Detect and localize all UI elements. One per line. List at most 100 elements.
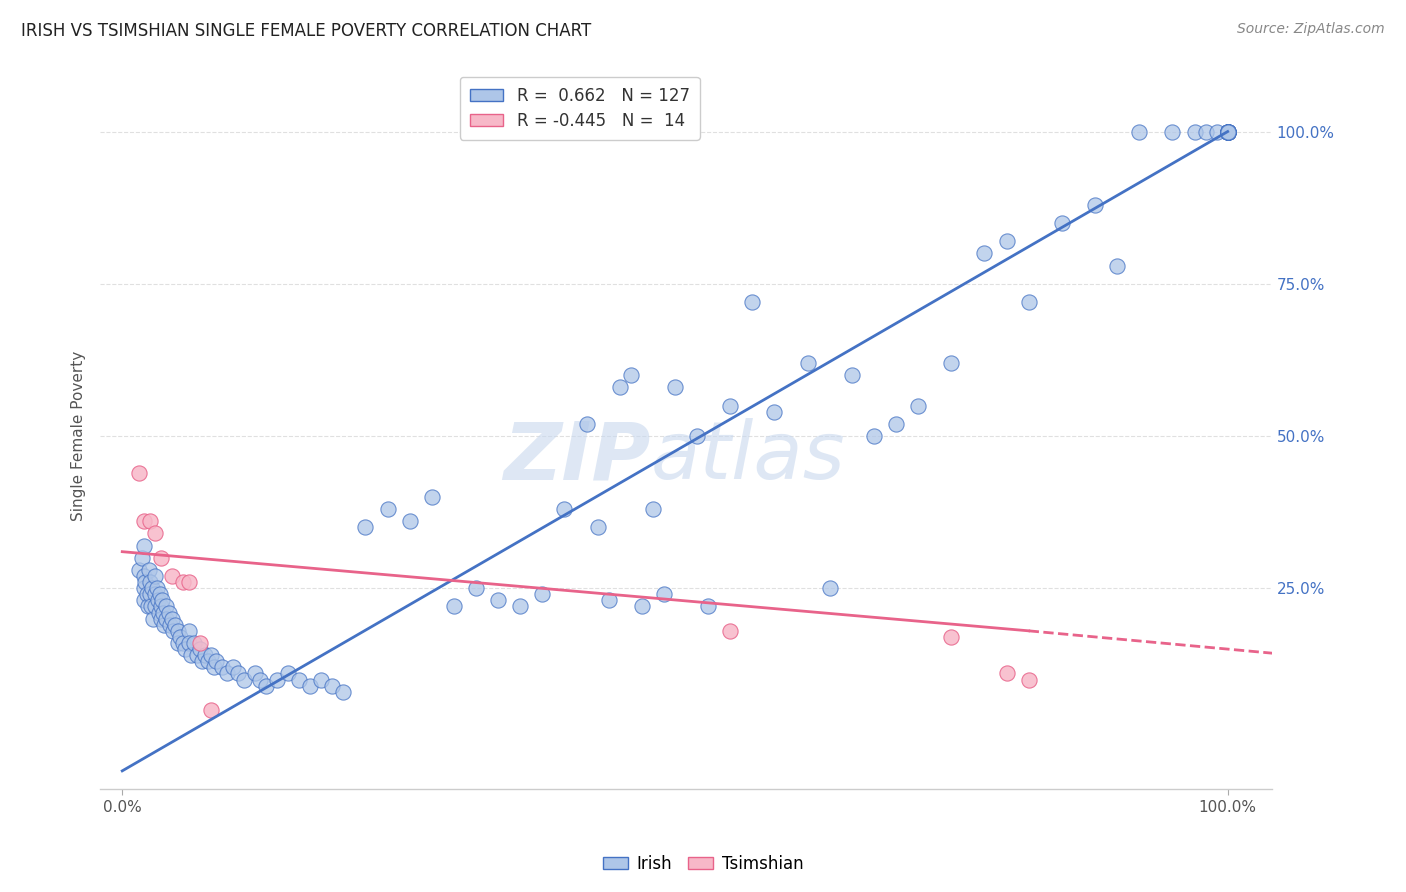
Point bbox=[1216, 124, 1239, 138]
Point bbox=[995, 666, 1018, 681]
Point bbox=[884, 417, 907, 431]
Point bbox=[172, 575, 194, 590]
Point bbox=[1216, 124, 1239, 138]
Point bbox=[177, 636, 200, 650]
Point bbox=[149, 599, 172, 614]
Point bbox=[309, 673, 332, 687]
Legend: Irish, Tsimshian: Irish, Tsimshian bbox=[596, 848, 810, 880]
Point bbox=[145, 581, 167, 595]
Point bbox=[205, 654, 228, 668]
Point bbox=[188, 636, 211, 650]
Point bbox=[135, 587, 157, 601]
Point bbox=[134, 593, 156, 607]
Point bbox=[141, 581, 163, 595]
Point bbox=[630, 599, 652, 614]
Text: atlas: atlas bbox=[651, 418, 845, 496]
Text: IRISH VS TSIMSHIAN SINGLE FEMALE POVERTY CORRELATION CHART: IRISH VS TSIMSHIAN SINGLE FEMALE POVERTY… bbox=[21, 22, 592, 40]
Point bbox=[741, 295, 763, 310]
Text: ZIP: ZIP bbox=[503, 418, 651, 496]
Point bbox=[149, 550, 172, 565]
Point bbox=[172, 636, 194, 650]
Point bbox=[249, 673, 271, 687]
Point bbox=[155, 599, 177, 614]
Point bbox=[128, 466, 150, 480]
Point bbox=[288, 673, 311, 687]
Point bbox=[139, 599, 162, 614]
Point bbox=[277, 666, 299, 681]
Point bbox=[162, 624, 184, 638]
Point bbox=[1050, 216, 1073, 230]
Point bbox=[718, 399, 741, 413]
Point bbox=[174, 642, 197, 657]
Point bbox=[200, 703, 222, 717]
Point bbox=[1216, 124, 1239, 138]
Point bbox=[973, 246, 995, 260]
Point bbox=[177, 575, 200, 590]
Point bbox=[138, 563, 160, 577]
Point bbox=[134, 539, 156, 553]
Point bbox=[1216, 124, 1239, 138]
Legend: R =  0.662   N = 127, R = -0.445   N =  14: R = 0.662 N = 127, R = -0.445 N = 14 bbox=[460, 77, 700, 140]
Point bbox=[598, 593, 620, 607]
Point bbox=[146, 593, 169, 607]
Point bbox=[149, 587, 172, 601]
Point bbox=[145, 526, 167, 541]
Point bbox=[686, 429, 709, 443]
Point bbox=[321, 679, 343, 693]
Point bbox=[1216, 124, 1239, 138]
Point bbox=[243, 666, 266, 681]
Point bbox=[718, 624, 741, 638]
Point bbox=[941, 356, 963, 370]
Point bbox=[818, 581, 841, 595]
Point bbox=[152, 606, 174, 620]
Point bbox=[553, 502, 575, 516]
Point bbox=[377, 502, 399, 516]
Point bbox=[134, 575, 156, 590]
Point bbox=[160, 612, 183, 626]
Point bbox=[142, 612, 165, 626]
Point bbox=[139, 575, 162, 590]
Point bbox=[1107, 259, 1129, 273]
Point bbox=[1216, 124, 1239, 138]
Point bbox=[1216, 124, 1239, 138]
Point bbox=[160, 569, 183, 583]
Point bbox=[1216, 124, 1239, 138]
Point bbox=[211, 660, 233, 674]
Point bbox=[186, 648, 208, 663]
Point bbox=[149, 612, 172, 626]
Point bbox=[148, 606, 170, 620]
Point bbox=[531, 587, 554, 601]
Point bbox=[165, 617, 187, 632]
Point bbox=[134, 569, 156, 583]
Point bbox=[1216, 124, 1239, 138]
Point bbox=[1216, 124, 1239, 138]
Point bbox=[191, 654, 214, 668]
Point bbox=[941, 630, 963, 644]
Point bbox=[202, 660, 225, 674]
Point bbox=[1216, 124, 1239, 138]
Point bbox=[222, 660, 245, 674]
Point bbox=[1084, 197, 1107, 211]
Point bbox=[150, 593, 173, 607]
Point bbox=[443, 599, 465, 614]
Point bbox=[1161, 124, 1184, 138]
Point bbox=[1018, 673, 1040, 687]
Point bbox=[664, 380, 686, 394]
Text: Source: ZipAtlas.com: Source: ZipAtlas.com bbox=[1237, 22, 1385, 37]
Point bbox=[226, 666, 249, 681]
Point bbox=[1216, 124, 1239, 138]
Point bbox=[1216, 124, 1239, 138]
Point bbox=[1216, 124, 1239, 138]
Point bbox=[420, 490, 443, 504]
Point bbox=[465, 581, 488, 595]
Point bbox=[586, 520, 609, 534]
Point bbox=[697, 599, 720, 614]
Point bbox=[995, 234, 1018, 248]
Point bbox=[194, 648, 217, 663]
Point bbox=[177, 624, 200, 638]
Point bbox=[169, 630, 191, 644]
Point bbox=[575, 417, 598, 431]
Point bbox=[131, 550, 153, 565]
Point bbox=[641, 502, 664, 516]
Point bbox=[354, 520, 377, 534]
